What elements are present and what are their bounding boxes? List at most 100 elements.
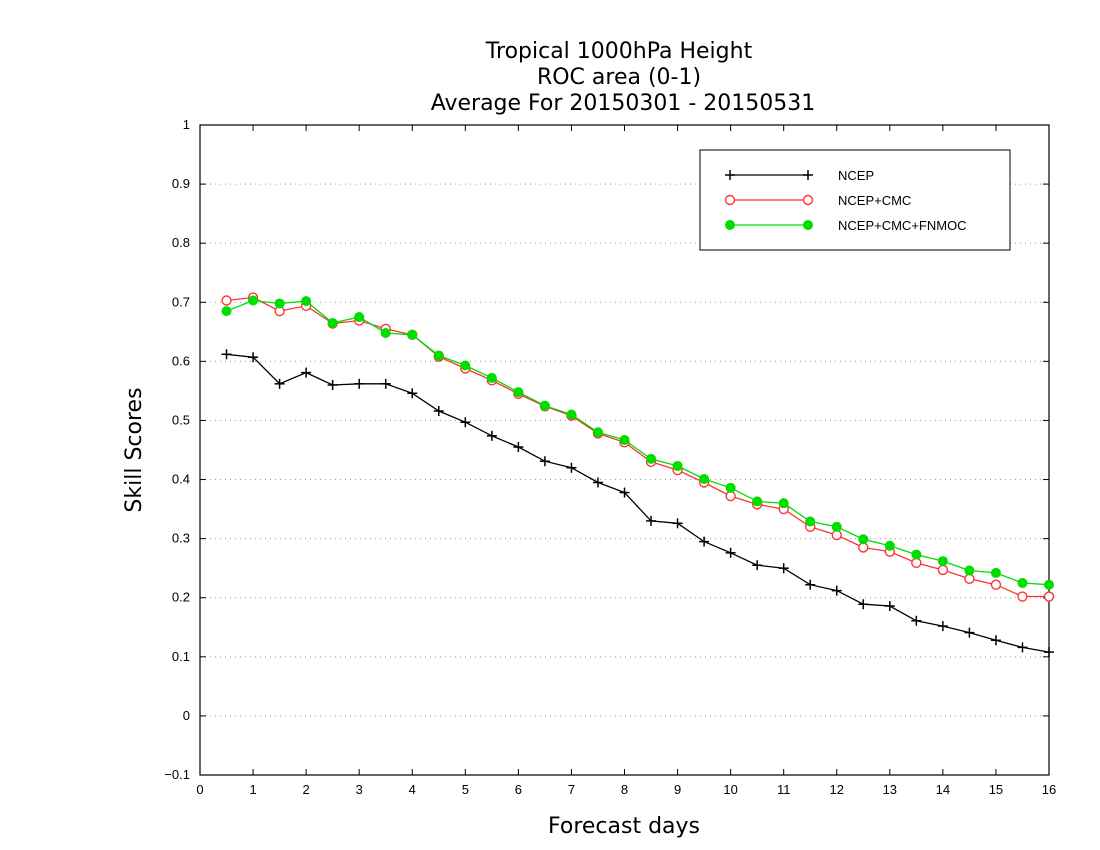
legend-label: NCEP+CMC [838,193,911,208]
data-point [699,473,710,484]
data-point [274,378,285,389]
x-tick-label: 1 [249,782,256,797]
legend-marker [803,220,813,230]
series-layer [221,292,1055,658]
gridlines [200,183,1049,717]
data-point [937,621,948,632]
series-line [226,296,1049,598]
x-axis-title: Forecast days [548,814,700,839]
legend: NCEP NCEP+CMC NCEP+CMC+FNMOC [699,149,1011,251]
x-tick-label: 3 [356,782,363,797]
data-point [513,442,524,453]
legend-item: NCEP+CMC+FNMOC [725,218,967,233]
x-tick-label: 16 [1042,782,1056,797]
y-tick-label: 0.9 [172,176,190,191]
data-point [1044,647,1054,658]
data-point [964,627,975,638]
legend-marker [725,170,735,180]
y-tick-label: 0.8 [172,235,190,250]
data-point [964,565,975,576]
x-tick-label: 2 [303,782,310,797]
y-tick-label: 0.3 [172,531,190,546]
data-point [831,585,842,596]
data-point [301,296,312,307]
y-tick-label: 0 [183,708,190,723]
data-point [858,542,869,553]
x-tick-label: 15 [989,782,1003,797]
series-ncep-cmc-fnmoc [221,295,1054,590]
data-point [1017,577,1028,588]
data-point [407,329,418,340]
data-point [327,317,338,328]
data-point [964,573,975,585]
data-point [407,388,418,399]
data-point [672,518,683,529]
series-ncep-cmc [221,292,1055,602]
data-point [990,579,1002,590]
y-tick-label: 0.5 [172,412,190,427]
data-point [937,564,949,576]
y-tick-label: −0.1 [164,767,190,782]
data-point [327,380,338,390]
data-point [858,599,869,610]
x-tick-label: 8 [621,782,628,797]
data-point [1017,591,1028,602]
data-point [221,295,232,306]
data-point [380,328,391,338]
data-point [354,378,365,389]
y-axis-title: Skill Scores [122,387,147,512]
legend-item: NCEP [725,168,874,183]
data-point [354,312,365,323]
data-point [221,306,232,317]
data-point [911,549,922,560]
y-tick-label: 0.2 [172,590,190,605]
series-line [226,353,1050,653]
data-point [1017,642,1028,653]
legend-marker [724,194,736,206]
data-point [460,360,471,371]
data-point [539,400,550,411]
x-tick-label: 11 [777,782,791,797]
x-axis: 0 1 2 3 4 5 6 7 8 9 10 11 12 13 14 15 16 [196,125,1056,797]
data-point [460,417,471,428]
y-axis: −0.1 0 0.1 0.2 0.3 0.4 0.5 0.6 0.7 0.8 0.9 1 [164,117,1049,782]
x-tick-label: 6 [515,782,522,797]
data-point [725,547,736,558]
series-line [226,299,1050,586]
data-point [1043,591,1055,602]
x-tick-label: 9 [674,782,681,797]
data-point [539,456,550,467]
y-tick-label: 0.7 [172,294,190,309]
data-point [831,529,842,541]
x-tick-label: 4 [409,782,416,797]
x-tick-label: 10 [723,782,737,797]
data-point [486,372,497,383]
chart-title: Tropical 1000hPa Height ROC area (0-1) A… [431,39,816,116]
data-point [301,367,312,378]
y-tick-label: 0.6 [172,353,190,368]
data-point [274,298,285,309]
legend-marker [803,170,813,180]
data-point [805,516,816,527]
data-point [672,460,683,471]
data-point [805,579,816,590]
data-point [592,477,603,488]
data-point [248,352,259,363]
data-point [513,387,524,398]
x-tick-label: 13 [883,782,897,797]
data-point [248,295,259,306]
data-point [380,378,391,389]
data-point [990,635,1001,646]
data-point [752,560,763,571]
x-tick-label: 5 [462,782,469,797]
title-line-1: Tropical 1000hPa Height [485,39,753,64]
data-point [699,536,710,547]
data-point [990,567,1001,578]
data-point [619,434,630,445]
y-tick-label: 0.4 [172,472,190,487]
data-point [937,556,948,567]
data-point [646,515,657,526]
series-ncep [221,349,1054,658]
y-tick-label: 0.1 [172,649,190,664]
